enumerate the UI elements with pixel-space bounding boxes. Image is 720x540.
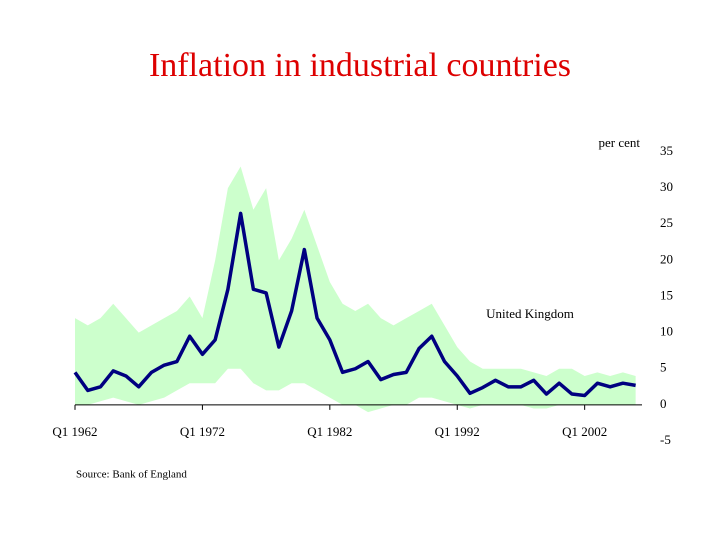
- y-tick-label: 15: [660, 287, 673, 302]
- x-tick-label: Q1 1972: [180, 424, 225, 439]
- y-tick-label: 20: [660, 251, 673, 266]
- chart-title: Inflation in industrial countries: [149, 47, 571, 84]
- x-tick-label: Q1 1982: [307, 424, 352, 439]
- x-tick-label: Q1 2002: [562, 424, 607, 439]
- y-tick-label: 25: [660, 215, 673, 230]
- y-tick-label: 0: [660, 396, 667, 411]
- y-tick-label: 35: [660, 143, 673, 158]
- range-band: [75, 166, 636, 413]
- source-note: Source: Bank of England: [76, 469, 187, 481]
- x-tick-label: Q1 1992: [435, 424, 480, 439]
- series-line: [73, 211, 636, 398]
- y-axis-label: per cent: [598, 135, 640, 150]
- y-tick-label: 10: [660, 324, 673, 339]
- y-tick-label: 5: [660, 360, 667, 375]
- x-tick-label: Q1 1962: [52, 424, 97, 439]
- y-tick-label: -5: [660, 432, 671, 447]
- annotation: United Kingdom: [486, 306, 574, 321]
- y-tick-label: 30: [660, 179, 673, 194]
